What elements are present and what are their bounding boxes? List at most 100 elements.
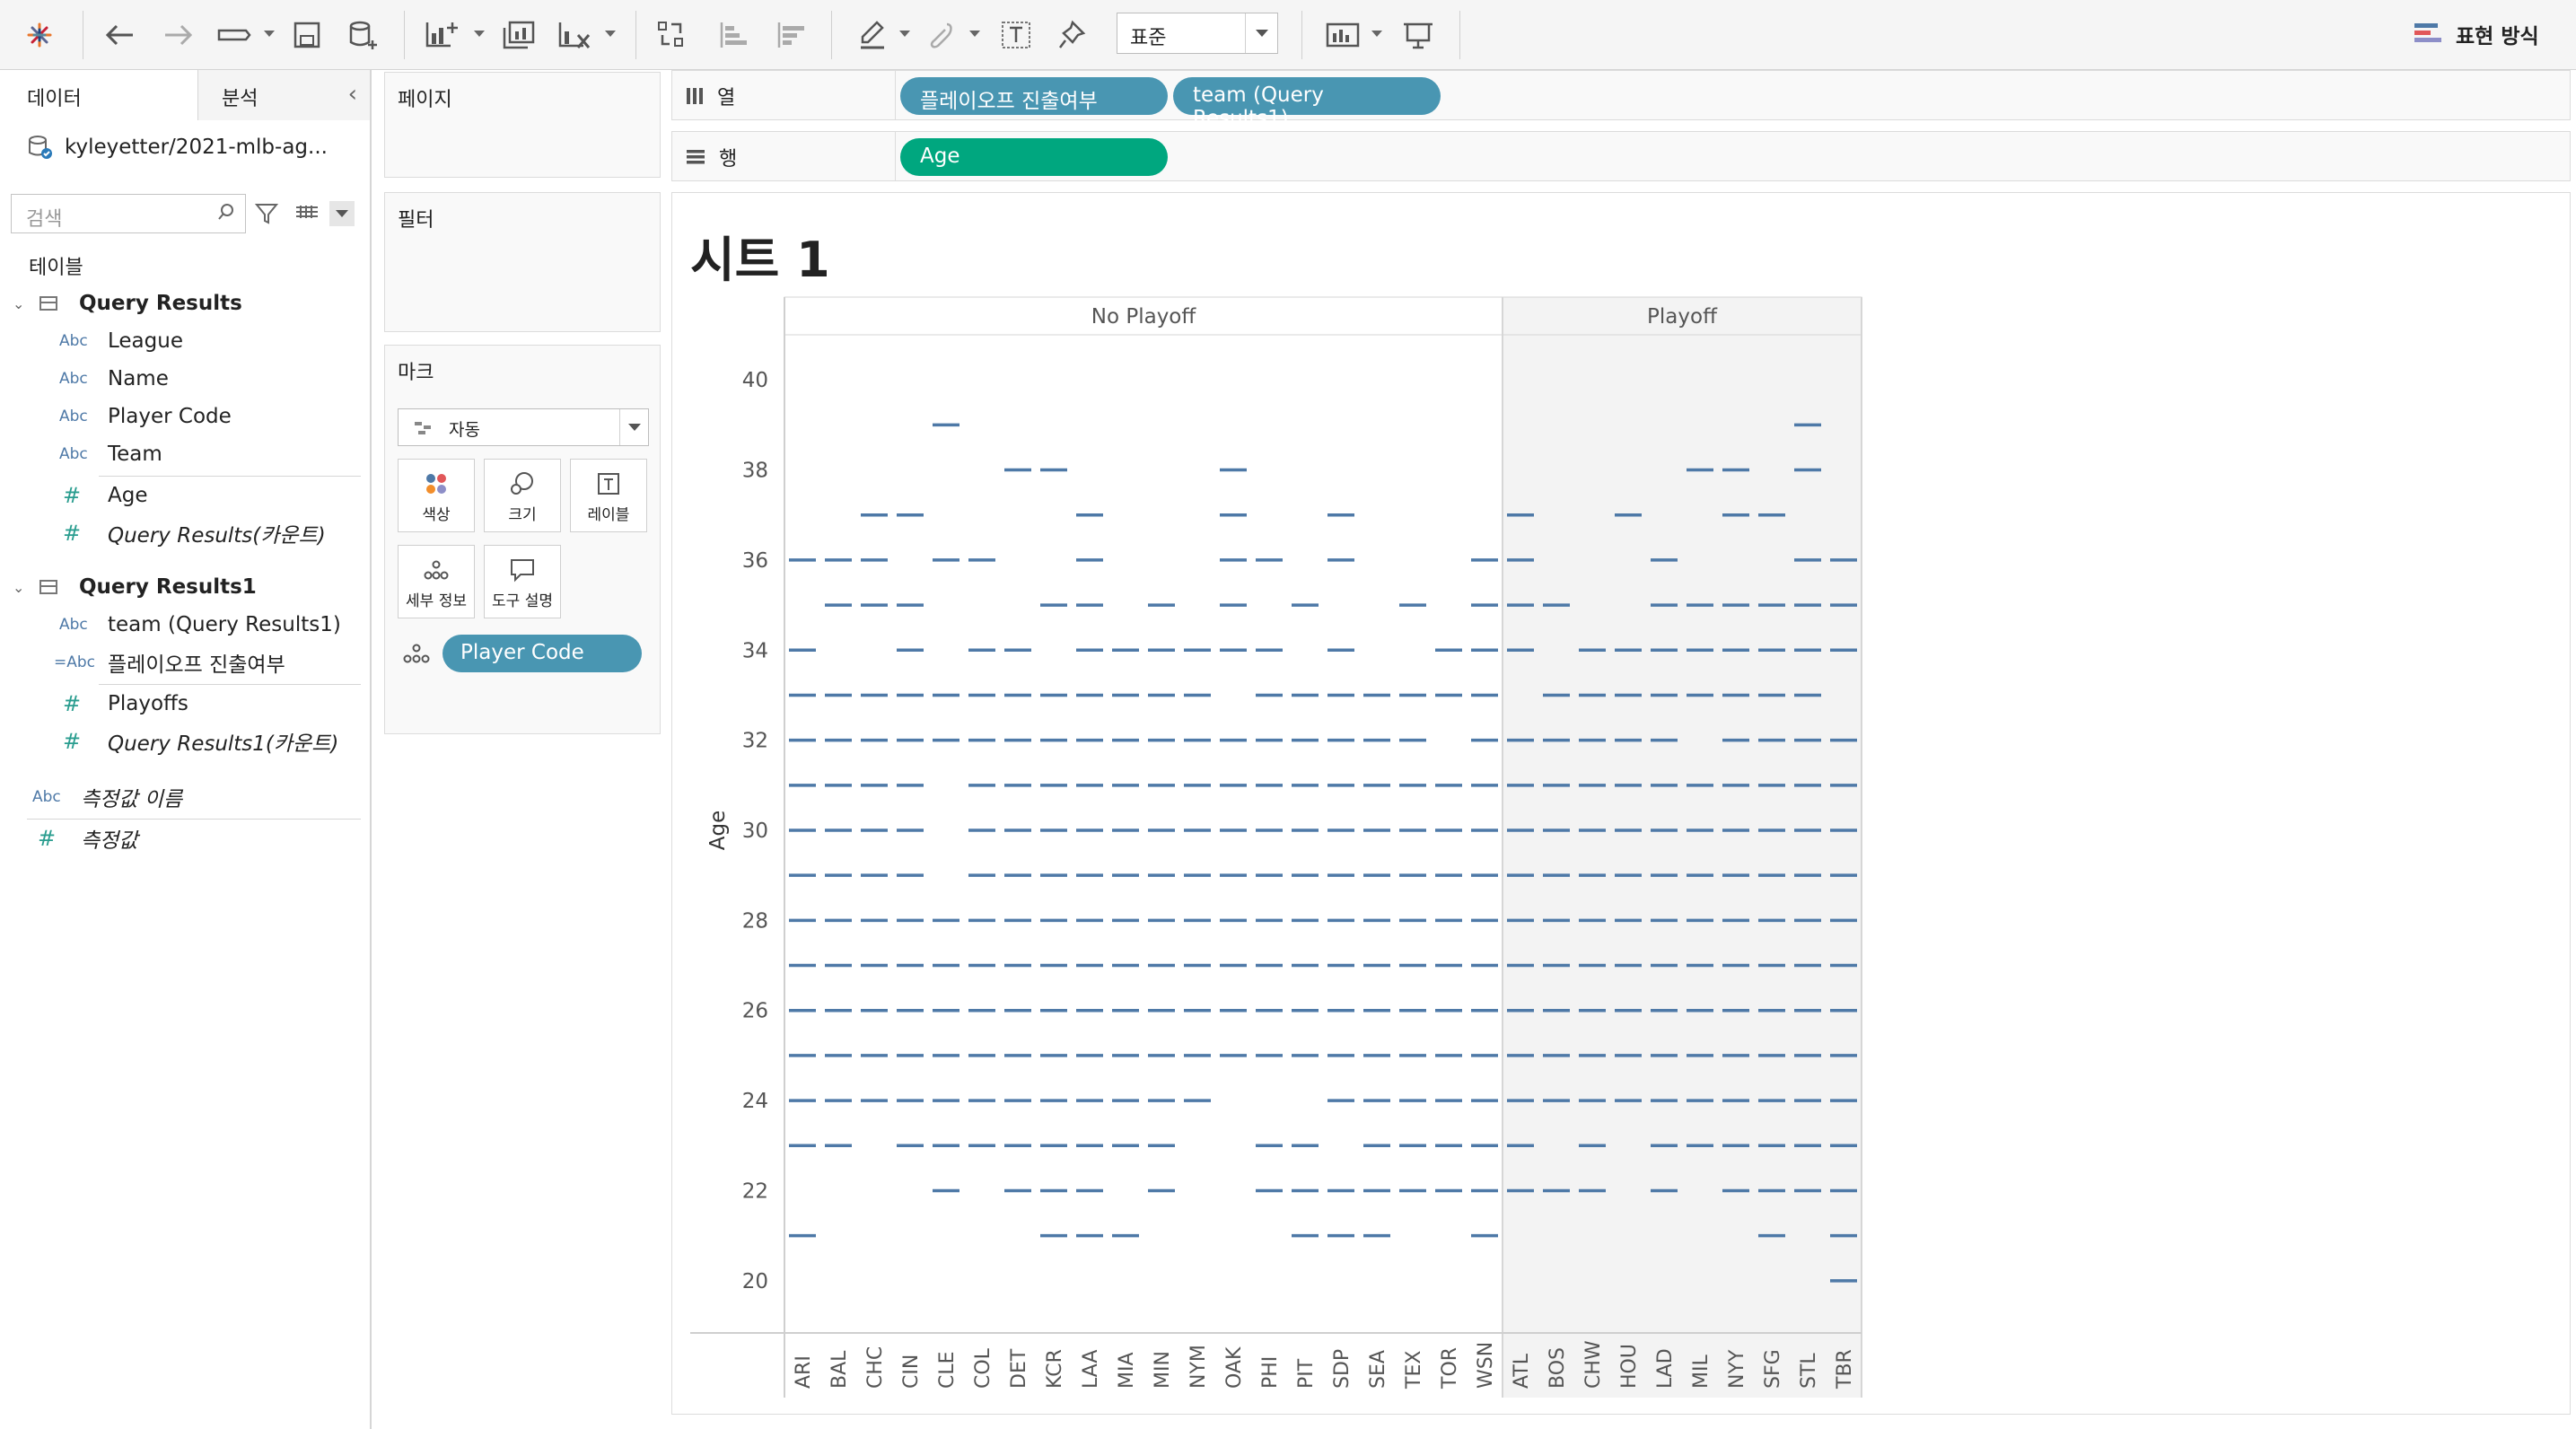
field-player-code[interactable]: Abc Player Code [0, 399, 370, 434]
search-input[interactable]: 검색 [11, 194, 246, 233]
datasource-item[interactable]: kyleyetter/2021-mlb-ag... [27, 129, 328, 165]
field-name: 플레이오프 진출여부 [108, 653, 285, 677]
detail-pill-player-code[interactable]: Player Code [442, 635, 642, 672]
field-name: Playoffs [108, 692, 188, 715]
fit-select-value: 표준 [1130, 27, 1167, 49]
chevron-down-icon[interactable]: ⌄ [13, 578, 25, 596]
field-query-results-count[interactable]: # Query Results(카운트) [0, 515, 370, 551]
automatic-mark-icon [415, 422, 431, 434]
tableau-logo-icon[interactable] [22, 13, 57, 57]
save-icon[interactable] [289, 13, 325, 57]
filter-icon[interactable] [251, 196, 282, 232]
field-league[interactable]: Abc League [0, 323, 370, 359]
number-type-icon: # [38, 826, 57, 851]
row-pill-age[interactable]: Age [900, 138, 1168, 176]
rows-shelf-label: 행 [685, 143, 737, 171]
field-measure-values[interactable]: # 측정값 [0, 820, 370, 856]
field-playoff-flag[interactable]: =Abc 플레이오프 진출여부 [0, 644, 370, 680]
tab-analysis[interactable]: 분석 ‹ [197, 70, 370, 120]
y-tick-label-24: 24 [742, 1090, 768, 1113]
new-worksheet-icon[interactable] [422, 13, 461, 57]
new-datasource-icon[interactable] [345, 13, 384, 57]
columns-shelf[interactable]: 열 플레이오프 진출여부 team (Query Results1) [671, 70, 2571, 130]
x-tick-label-KCR: KCR [1044, 1349, 1066, 1389]
chevron-down-icon[interactable]: ⌄ [13, 294, 25, 312]
view-dropdown-icon[interactable] [327, 196, 357, 232]
field-measure-names[interactable]: Abc 측정값 이름 [0, 779, 370, 815]
field-name: Player Code [108, 405, 232, 428]
filters-card-title: 필터 [398, 209, 434, 232]
sort-descending-icon[interactable] [772, 13, 811, 57]
string-type-icon: Abc [59, 408, 88, 425]
table-query-results[interactable]: ⌄ Query Results [0, 285, 370, 321]
field-team-query-results1[interactable]: Abc team (Query Results1) [0, 607, 370, 643]
table-name: Query Results [79, 292, 242, 315]
pages-card[interactable]: 페이지 [384, 72, 661, 178]
swap-rows-columns-icon[interactable] [653, 13, 693, 57]
pages-card-title: 페이지 [398, 89, 452, 111]
calculated-string-type-icon: =Abc [54, 653, 96, 671]
field-query-results1-count[interactable]: # Query Results1(카운트) [0, 723, 370, 759]
detail-icon [424, 560, 449, 580]
sheet-title[interactable]: 시트 1 [690, 232, 830, 288]
string-type-icon: Abc [59, 332, 88, 350]
age-by-team-chart[interactable]: No Playoff ARI BAL CHC CIN CLE COL DET KCR LAA MIA… [672, 193, 1902, 1414]
chevron-down-icon [1245, 13, 1277, 53]
x-tick-label-MIL: MIL [1690, 1354, 1713, 1389]
rows-shelf[interactable]: 행 Age [671, 131, 2571, 181]
field-name: League [108, 329, 183, 353]
string-type-icon: Abc [59, 370, 88, 388]
show-me-button[interactable]: 표현 방식 [2413, 16, 2539, 52]
field-name[interactable]: Abc Name [0, 361, 370, 397]
y-tick-label-28: 28 [742, 909, 768, 933]
label-button[interactable]: 레이블 [570, 459, 647, 532]
tooltip-icon [511, 559, 534, 583]
label-label: 레이블 [587, 506, 630, 524]
pane-header-label: Playoff [1647, 305, 1718, 329]
group-members-icon[interactable] [924, 13, 960, 57]
x-tick-label-SDP: SDP [1331, 1349, 1354, 1389]
rows-label: 행 [719, 148, 738, 171]
undo-icon[interactable] [101, 13, 140, 57]
sort-ascending-icon[interactable] [714, 13, 754, 57]
replay-icon[interactable] [212, 13, 255, 57]
x-tick-label-WSN: WSN [1475, 1342, 1497, 1389]
columns-shelf-label: 열 [685, 82, 735, 110]
field-name: Name [108, 367, 169, 390]
clear-sheet-icon[interactable] [555, 13, 594, 57]
tables-heading: 테이블 [29, 257, 83, 279]
detail-button[interactable]: 세부 정보 [398, 545, 475, 618]
duplicate-sheet-icon[interactable] [499, 13, 539, 57]
toolbar: 표준 표현 방식 [0, 0, 2576, 70]
table-icon [39, 580, 57, 594]
field-age[interactable]: # Age [0, 478, 370, 513]
tab-data[interactable]: 데이터 [0, 70, 197, 120]
table-query-results1[interactable]: ⌄ Query Results1 [0, 569, 370, 605]
column-pill-playoff-flag[interactable]: 플레이오프 진출여부 [900, 77, 1168, 115]
columns-icon [687, 88, 703, 104]
view-list-icon[interactable] [289, 196, 325, 232]
field-team[interactable]: Abc Team [0, 436, 370, 472]
columns-label: 열 [717, 87, 736, 110]
tooltip-label: 도구 설명 [492, 592, 553, 610]
collapse-pane-icon[interactable]: ‹ [347, 81, 357, 108]
mark-type-value: 자동 [449, 420, 480, 440]
highlight-icon[interactable] [854, 13, 890, 57]
field-playoffs[interactable]: # Playoffs [0, 686, 370, 722]
tooltip-button[interactable]: 도구 설명 [484, 545, 561, 618]
x-tick-label-PIT: PIT [1295, 1358, 1318, 1389]
filters-card[interactable]: 필터 [384, 192, 661, 332]
size-button[interactable]: 크기 [484, 459, 561, 532]
detail-icon [403, 644, 430, 663]
presentation-mode-icon[interactable] [1398, 13, 1438, 57]
mark-type-select[interactable]: 자동 [398, 408, 649, 446]
redo-icon[interactable] [158, 13, 197, 57]
column-pill-team[interactable]: team (Query Results1) [1173, 77, 1441, 130]
show-mark-labels-icon[interactable] [996, 13, 1036, 57]
fit-select[interactable]: 표준 [1117, 13, 1278, 54]
color-button[interactable]: 색상 [398, 459, 475, 532]
y-tick-label-36: 36 [742, 549, 768, 573]
pane-tabs: 데이터 분석 ‹ [0, 70, 370, 120]
show-cards-icon[interactable] [1323, 13, 1362, 57]
fix-axes-icon[interactable] [1054, 13, 1090, 57]
